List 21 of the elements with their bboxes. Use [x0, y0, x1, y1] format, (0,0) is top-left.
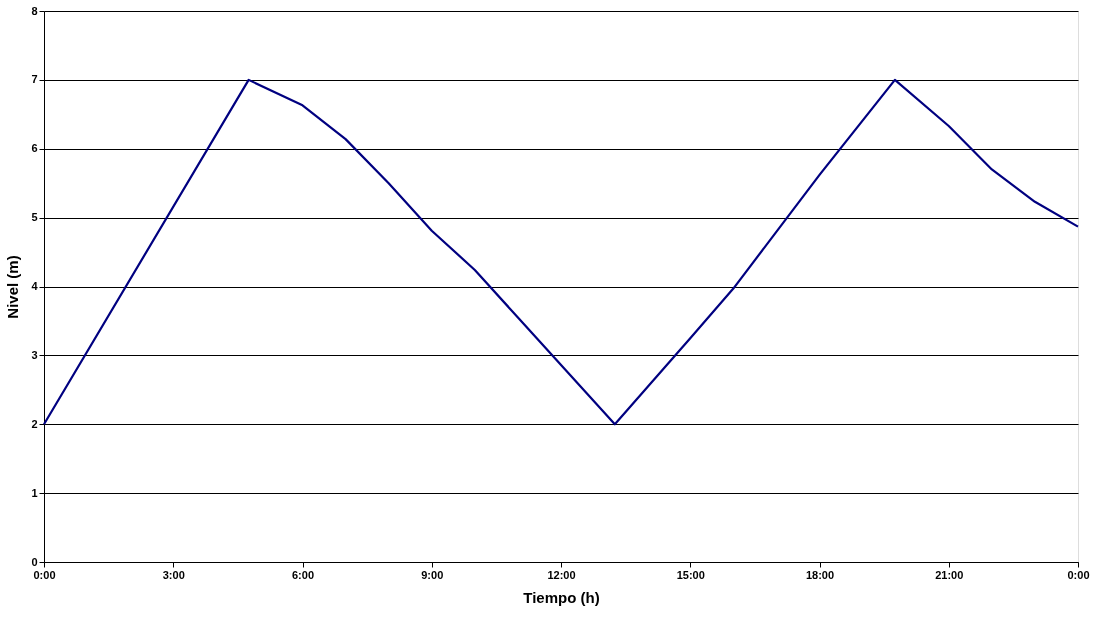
- x-tick-label: 6:00: [291, 568, 315, 581]
- x-axis-title: Tiempo (h): [523, 588, 600, 606]
- x-tick-label: 3:00: [162, 568, 185, 581]
- x-tick-label: 12:00: [547, 568, 576, 581]
- y-axis-title: Nivel (m): [4, 255, 22, 319]
- y-tick-label: 4: [31, 280, 39, 292]
- y-tick-label: 8: [31, 4, 38, 17]
- y-tick-label: 2: [31, 417, 38, 430]
- y-tick-label: 3: [31, 348, 38, 361]
- y-tick-label: 5: [31, 211, 38, 224]
- x-tick-label: 15:00: [676, 568, 705, 581]
- x-tick-label: 18:00: [805, 568, 835, 581]
- x-tick-label: 0:00: [33, 568, 56, 581]
- x-tick-label: 0:00: [1067, 568, 1090, 581]
- y-tick-label: 7: [31, 73, 38, 86]
- y-tick-label: 6: [31, 142, 38, 155]
- x-tick-label: 9:00: [421, 568, 444, 581]
- x-tick-label: 21:00: [935, 568, 964, 581]
- y-tick-label: 1: [31, 486, 38, 499]
- y-tick-label: 0: [31, 555, 38, 568]
- line-series: [42, 78, 1080, 426]
